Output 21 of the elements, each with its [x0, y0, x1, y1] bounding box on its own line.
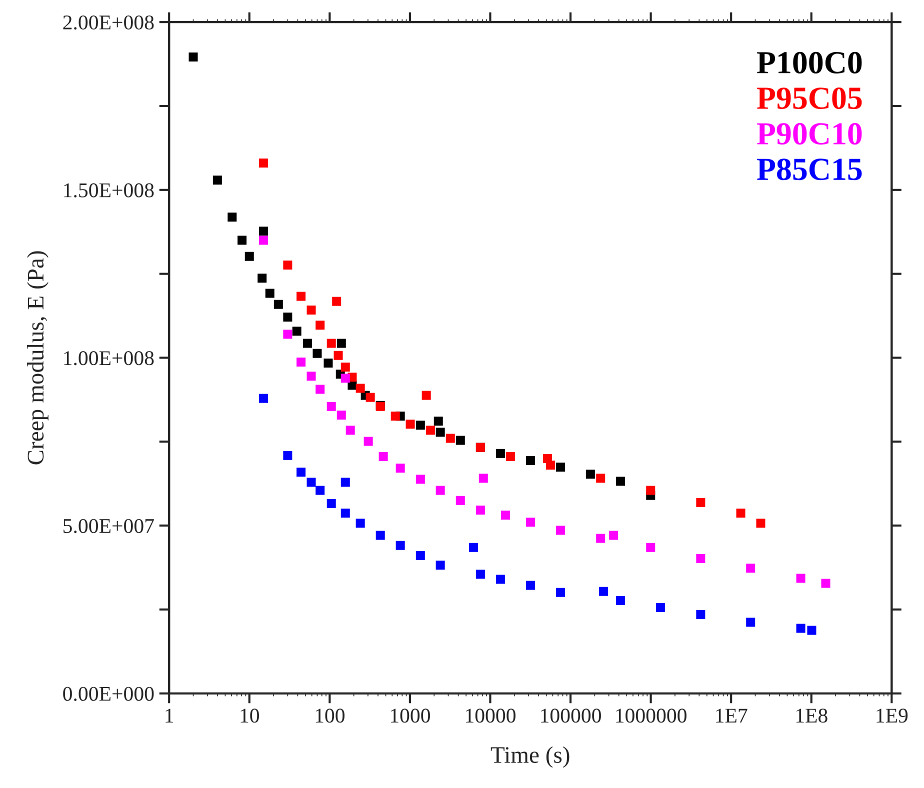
y-tick-label: 0.00E+000 — [63, 686, 154, 701]
x-tick-label: 1E7 — [716, 708, 748, 722]
x-axis-title: Time (s) — [490, 746, 570, 768]
x-tick-label: 100000 — [541, 708, 601, 723]
y-tick-label: 1.50E+008 — [64, 183, 154, 198]
text: P85C15 — [756, 158, 862, 180]
text: P95C05 — [756, 87, 862, 110]
x-tick-label: 1E8 — [796, 708, 828, 723]
x-tick-label: 1000 — [390, 708, 430, 723]
y-tick-label: 2.00E+008 — [63, 15, 154, 30]
x-tick-label: 1000000 — [616, 708, 686, 723]
x-tick-label: 1 — [166, 708, 174, 722]
x-tick-label: 1E9 — [876, 708, 908, 723]
y-tick-label: 5.00E+007 — [64, 518, 154, 534]
x-tick-label: 10 — [240, 708, 259, 723]
y-tick-label: 1.00E+008 — [64, 351, 154, 366]
y-axis-title: Creep modulus, E (Pa) — [27, 251, 48, 464]
text: P100C0 — [756, 52, 862, 74]
text: P90C10 — [756, 123, 862, 145]
x-tick-label: 100 — [316, 708, 344, 723]
x-tick-label: 10000 — [466, 708, 516, 723]
